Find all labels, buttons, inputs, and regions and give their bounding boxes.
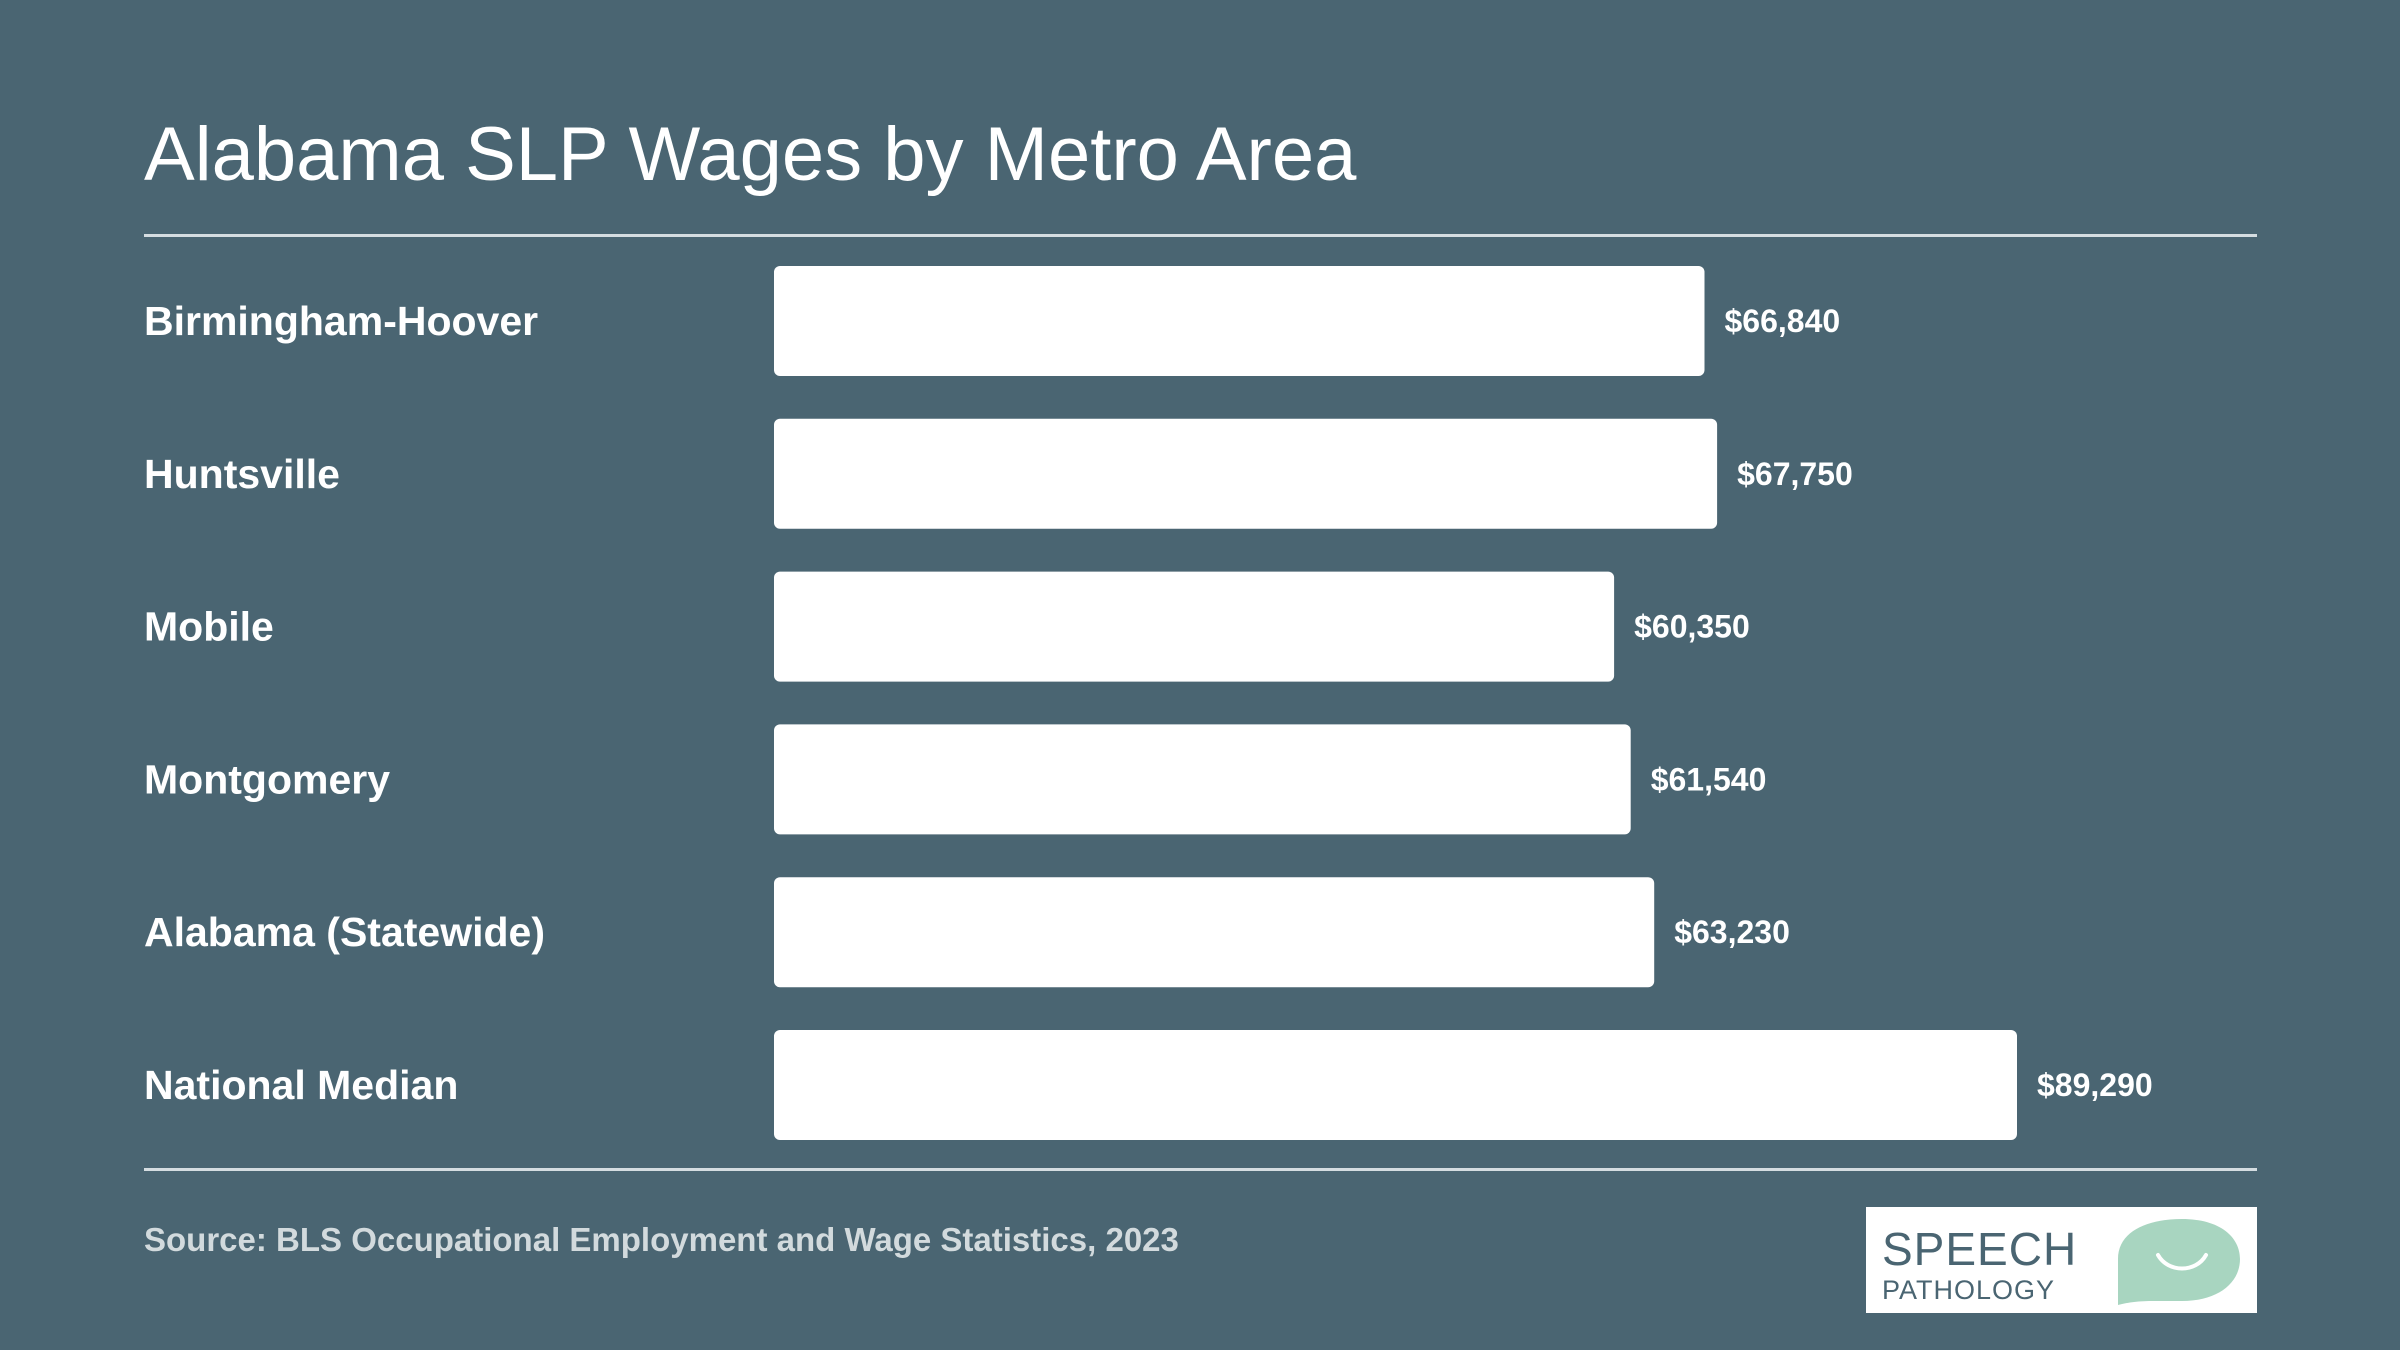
bottom-divider (144, 1168, 2257, 1171)
bar (774, 1030, 2017, 1140)
source-note: Source: BLS Occupational Employment and … (144, 1221, 1179, 1258)
speech-bubble-icon (2118, 1219, 2240, 1305)
logo-line-1: SPEECH (1882, 1223, 2078, 1275)
category-label: Huntsville (144, 451, 340, 497)
logo-line-2: PATHOLOGY (1882, 1275, 2056, 1305)
value-label: $61,540 (1651, 761, 1767, 797)
category-label: Alabama (Statewide) (144, 909, 545, 955)
bar (774, 418, 1718, 529)
top-divider (144, 234, 2257, 237)
speech-pathology-logo: SPEECH PATHOLOGY (1866, 1207, 2257, 1313)
category-label: Mobile (144, 604, 274, 650)
bar (774, 724, 1631, 835)
value-label: $66,840 (1725, 303, 1841, 339)
category-label: National Median (144, 1062, 458, 1108)
value-label: $67,750 (1737, 456, 1853, 492)
value-label: $89,290 (2037, 1067, 2153, 1103)
bar (774, 266, 1705, 376)
bar (774, 877, 1655, 988)
chart-title: Alabama SLP Wages by Metro Area (144, 112, 1357, 197)
category-label: Montgomery (144, 756, 390, 802)
value-label: $63,230 (1674, 914, 1790, 950)
value-label: $60,350 (1634, 609, 1750, 645)
category-label: Birmingham-Hoover (144, 298, 538, 344)
bar (774, 571, 1615, 682)
